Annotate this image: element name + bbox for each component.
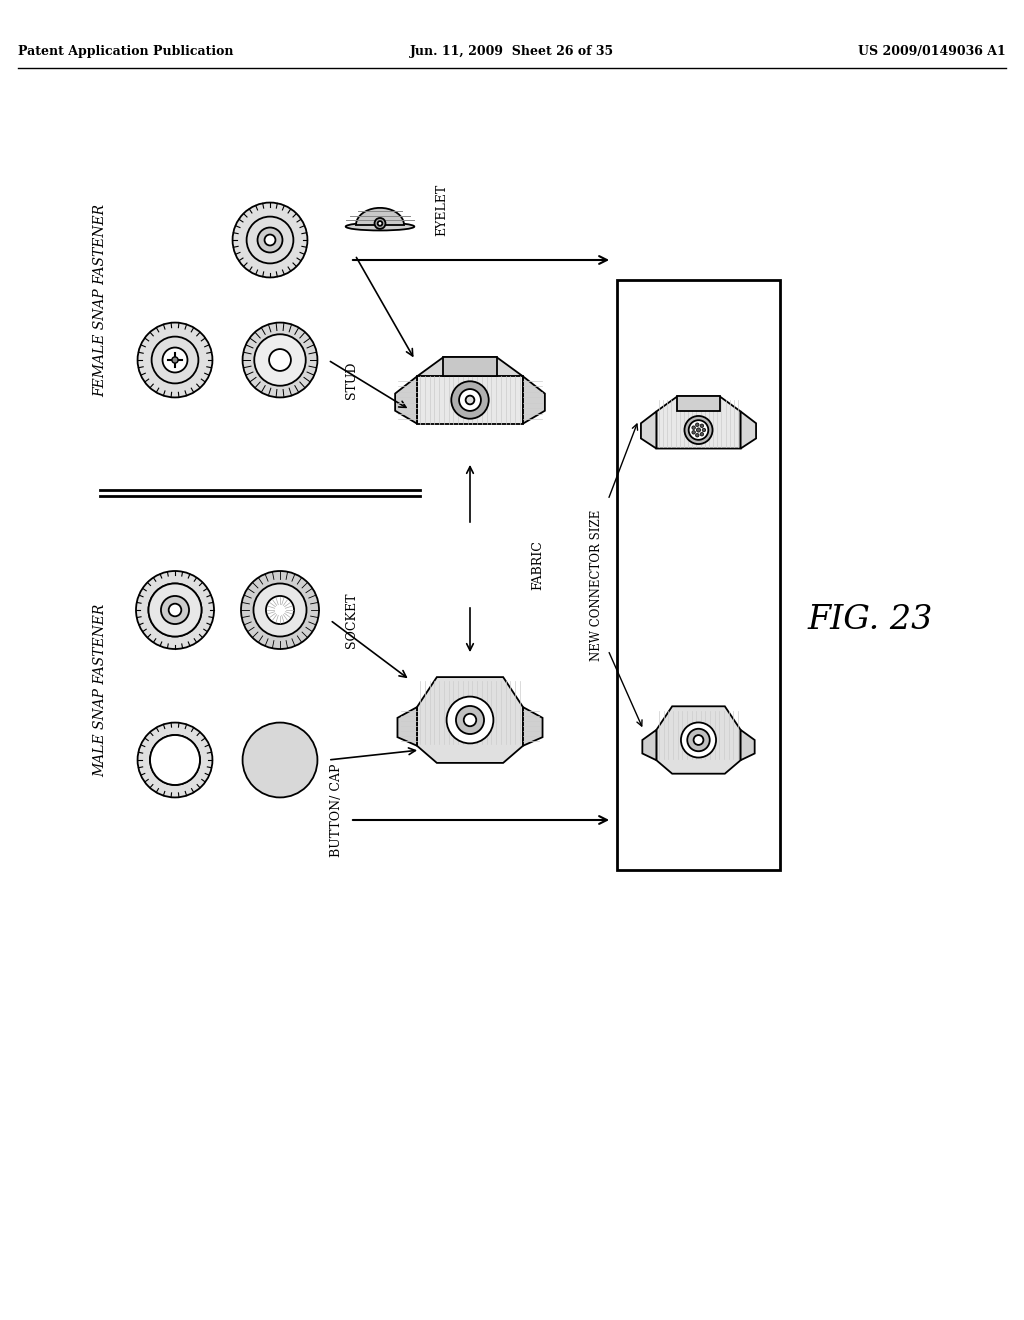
Polygon shape bbox=[417, 376, 523, 424]
Circle shape bbox=[693, 735, 703, 744]
Polygon shape bbox=[656, 706, 740, 774]
Circle shape bbox=[375, 218, 385, 228]
Circle shape bbox=[696, 428, 700, 432]
Circle shape bbox=[702, 428, 706, 432]
Circle shape bbox=[152, 337, 199, 383]
Circle shape bbox=[266, 595, 294, 624]
Circle shape bbox=[689, 420, 709, 440]
Circle shape bbox=[243, 722, 317, 797]
Text: MALE SNAP FASTENER: MALE SNAP FASTENER bbox=[93, 603, 106, 776]
Circle shape bbox=[243, 322, 317, 397]
Circle shape bbox=[695, 433, 699, 437]
Polygon shape bbox=[642, 730, 656, 760]
Polygon shape bbox=[443, 358, 497, 376]
Circle shape bbox=[257, 227, 283, 252]
Circle shape bbox=[692, 426, 695, 429]
Circle shape bbox=[452, 381, 488, 418]
Circle shape bbox=[161, 595, 189, 624]
Polygon shape bbox=[740, 730, 755, 760]
Circle shape bbox=[151, 735, 200, 785]
Circle shape bbox=[264, 235, 275, 246]
Text: FABRIC: FABRIC bbox=[531, 540, 545, 590]
Circle shape bbox=[137, 722, 212, 797]
Polygon shape bbox=[656, 396, 740, 449]
Text: EYELET: EYELET bbox=[435, 183, 449, 236]
Text: FEMALE SNAP FASTENER: FEMALE SNAP FASTENER bbox=[93, 203, 106, 396]
Circle shape bbox=[446, 697, 494, 743]
Circle shape bbox=[151, 735, 200, 785]
Text: Patent Application Publication: Patent Application Publication bbox=[18, 45, 233, 58]
Circle shape bbox=[700, 424, 703, 428]
Circle shape bbox=[136, 572, 214, 649]
Polygon shape bbox=[523, 708, 543, 746]
Polygon shape bbox=[397, 708, 417, 746]
Circle shape bbox=[254, 583, 306, 636]
Circle shape bbox=[700, 433, 703, 436]
Circle shape bbox=[148, 583, 202, 636]
Circle shape bbox=[687, 729, 710, 751]
Bar bbox=[617, 280, 780, 870]
Circle shape bbox=[247, 216, 294, 264]
Circle shape bbox=[681, 722, 716, 758]
Circle shape bbox=[172, 356, 178, 363]
Circle shape bbox=[241, 572, 319, 649]
Polygon shape bbox=[523, 376, 545, 424]
Circle shape bbox=[464, 714, 476, 726]
Circle shape bbox=[169, 603, 181, 616]
Circle shape bbox=[456, 706, 484, 734]
Text: FIG. 23: FIG. 23 bbox=[807, 605, 933, 636]
Ellipse shape bbox=[346, 223, 415, 231]
Polygon shape bbox=[417, 677, 523, 763]
Circle shape bbox=[137, 322, 212, 397]
Circle shape bbox=[695, 422, 699, 426]
Circle shape bbox=[378, 222, 382, 226]
Text: BUTTON/ CAP: BUTTON/ CAP bbox=[330, 763, 343, 857]
Circle shape bbox=[254, 334, 306, 385]
Polygon shape bbox=[356, 207, 404, 224]
Polygon shape bbox=[678, 396, 720, 412]
Circle shape bbox=[692, 430, 695, 434]
Circle shape bbox=[466, 396, 474, 404]
Text: SOCKET: SOCKET bbox=[345, 593, 358, 648]
Circle shape bbox=[148, 583, 202, 636]
Text: Jun. 11, 2009  Sheet 26 of 35: Jun. 11, 2009 Sheet 26 of 35 bbox=[410, 45, 614, 58]
Polygon shape bbox=[417, 358, 523, 376]
Polygon shape bbox=[740, 412, 756, 449]
Polygon shape bbox=[641, 412, 656, 449]
Circle shape bbox=[269, 348, 291, 371]
Text: STUD: STUD bbox=[345, 362, 358, 399]
Circle shape bbox=[232, 202, 307, 277]
Polygon shape bbox=[395, 376, 417, 424]
Text: US 2009/0149036 A1: US 2009/0149036 A1 bbox=[858, 45, 1006, 58]
Circle shape bbox=[459, 389, 481, 411]
Text: NEW CONNECTOR SIZE: NEW CONNECTOR SIZE bbox=[591, 510, 603, 661]
Circle shape bbox=[684, 416, 713, 444]
Circle shape bbox=[163, 347, 187, 372]
